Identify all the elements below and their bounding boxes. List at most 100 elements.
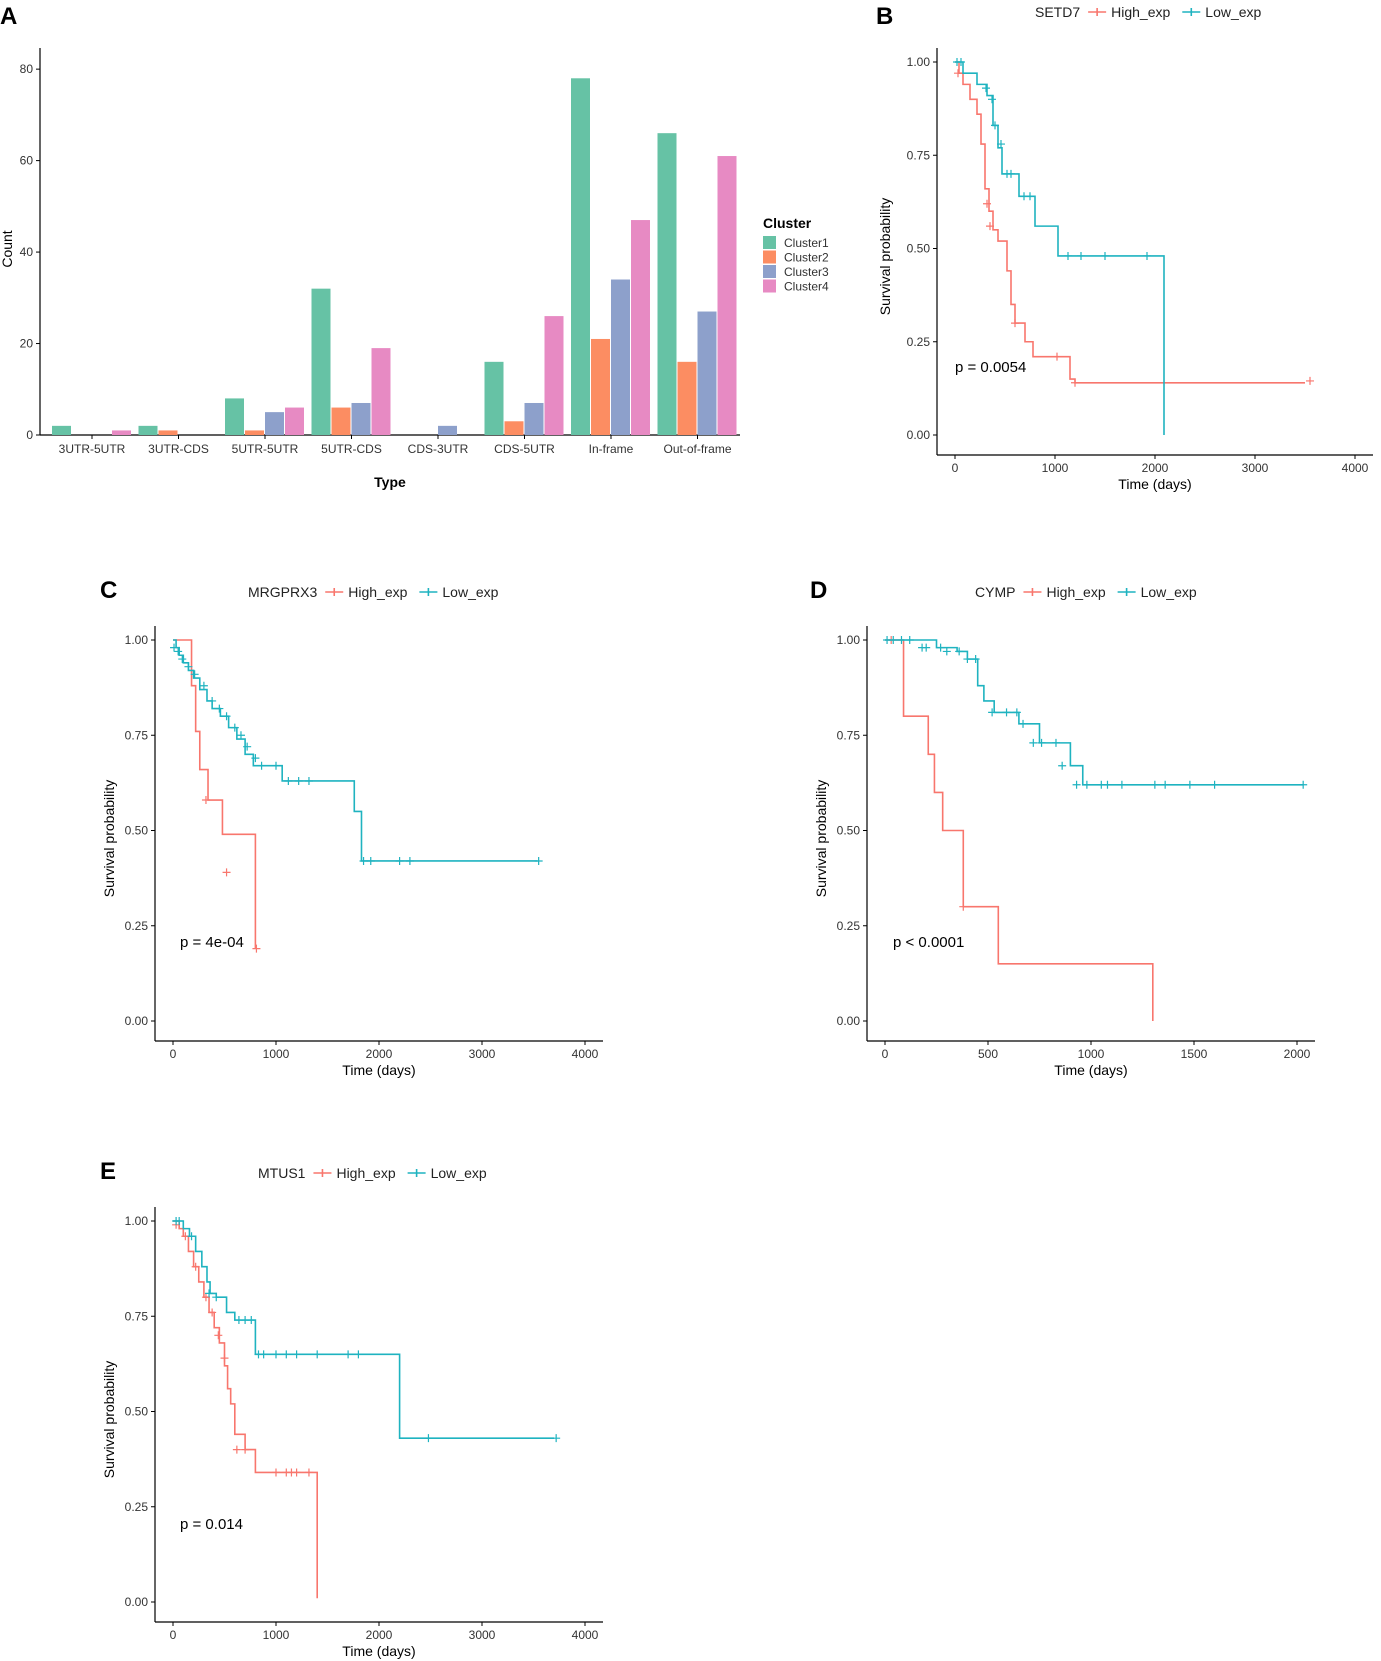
censor-mark-low_exp <box>190 670 199 679</box>
bar-cluster2 <box>158 430 178 435</box>
legend-swatch-cluster4 <box>763 279 776 293</box>
bar-cluster2 <box>504 421 524 435</box>
panel-label-b: B <box>876 3 893 30</box>
censor-mark-low_exp <box>199 681 208 690</box>
censor-mark-low_exp <box>897 636 906 644</box>
censor-mark-low_exp <box>1210 780 1219 789</box>
km-curve-high_exp <box>885 639 1154 1021</box>
censor-mark-low_exp <box>1019 719 1028 728</box>
censor-mark-low_exp <box>1299 780 1308 789</box>
censor-mark-high_exp <box>1071 378 1079 387</box>
censor-mark-high_exp <box>1011 319 1019 328</box>
y-tick-label-b: 0.00 <box>907 428 931 442</box>
x-tick-label-a: CDS-5UTR <box>494 442 555 456</box>
x-tick-label-e: 3000 <box>469 1628 496 1642</box>
y-tick-label-c: 0.75 <box>125 728 149 742</box>
bar-cluster4 <box>371 348 391 435</box>
censor-mark-low_exp <box>1161 780 1170 789</box>
censor-mark-low_exp <box>936 643 945 652</box>
censor-mark-high_exp <box>252 944 261 953</box>
censor-mark-low_exp <box>175 1217 184 1225</box>
bar-cluster4 <box>631 220 650 435</box>
legend-label-high_exp: High_exp <box>336 1165 395 1181</box>
y-axis-title-b: Survival probability <box>877 198 893 316</box>
bar-cluster1 <box>657 133 677 436</box>
km-curve-low_exp <box>955 61 1165 435</box>
censor-mark-low_exp <box>1064 251 1072 260</box>
y-tick-label-c: 0.50 <box>125 824 149 838</box>
bar-cluster2 <box>591 338 610 435</box>
x-tick-label-b: 3000 <box>1242 461 1269 475</box>
legend-label-low_exp: Low_exp <box>442 584 498 600</box>
y-tick-label-d: 0.50 <box>837 824 861 838</box>
x-tick-label-a: 3UTR-CDS <box>148 442 209 456</box>
censor-mark-low_exp <box>257 761 266 770</box>
censor-mark-low_exp <box>971 655 980 664</box>
censor-mark-high_exp <box>214 1331 223 1340</box>
bar-cluster3 <box>351 402 371 435</box>
censor-mark-low_exp <box>366 856 375 865</box>
x-tick-label-a: 3UTR-5UTR <box>59 442 126 456</box>
censor-mark-high_exp <box>304 1468 313 1477</box>
censor-mark-low_exp <box>997 140 1005 149</box>
censor-mark-high_exp <box>201 796 210 805</box>
legend-label-cluster1: Cluster1 <box>784 236 829 250</box>
censor-mark-high_exp <box>272 1468 280 1477</box>
x-tick-label-d: 1000 <box>1078 1047 1105 1061</box>
censor-mark-low_exp <box>957 58 965 66</box>
x-axis-title-e: Time (days) <box>342 1643 415 1659</box>
legend-label-low_exp: Low_exp <box>1205 4 1261 20</box>
censor-mark-low_exp <box>208 696 217 705</box>
censor-mark-low_exp <box>222 712 231 721</box>
y-axis-title-e: Survival probability <box>101 1361 117 1479</box>
p-value-b: p = 0.0054 <box>955 359 1026 376</box>
legend-label-high_exp: High_exp <box>1111 4 1170 20</box>
censor-mark-low_exp <box>259 1350 268 1359</box>
x-tick-label-c: 0 <box>170 1047 177 1061</box>
censor-mark-high_exp <box>222 868 231 877</box>
censor-mark-low_exp <box>534 856 543 865</box>
x-tick-label-c: 3000 <box>469 1047 496 1061</box>
legend-label-high_exp: High_exp <box>1046 584 1105 600</box>
legend-label-cluster2: Cluster2 <box>784 251 829 265</box>
censor-mark-low_exp <box>982 84 990 93</box>
censor-mark-low_exp <box>988 95 996 104</box>
y-axis-title-d: Survival probability <box>813 780 829 898</box>
censor-mark-low_exp <box>988 708 997 717</box>
x-tick-label-c: 2000 <box>366 1047 393 1061</box>
bar-cluster3 <box>611 279 630 435</box>
censor-mark-low_exp <box>395 856 404 865</box>
censor-mark-low_exp <box>1117 780 1126 789</box>
x-axis-title-a: Type <box>374 474 406 490</box>
y-tick-label-d: 0.00 <box>837 1014 861 1028</box>
bar-cluster1 <box>311 288 331 435</box>
x-tick-label-a: Out-of-frame <box>663 442 731 456</box>
censor-mark-low_exp <box>1037 738 1046 747</box>
panel-label-e: E <box>100 1158 116 1185</box>
y-tick-label-a: 0 <box>26 428 33 442</box>
y-tick-label-c: 0.00 <box>125 1014 149 1028</box>
censor-mark-low_exp <box>552 1434 561 1443</box>
panel-label-a: A <box>0 3 17 30</box>
censor-mark-low_exp <box>170 643 179 652</box>
legend-gene-c: MRGPRX3 <box>248 584 317 600</box>
censor-mark-low_exp <box>284 776 293 785</box>
censor-mark-low_exp <box>1143 251 1151 260</box>
legend-gene-d: CYMP <box>975 584 1015 600</box>
x-tick-label-c: 1000 <box>263 1047 290 1061</box>
bar-cluster3 <box>697 311 717 435</box>
censor-mark-low_exp <box>1007 169 1015 178</box>
bar-cluster2 <box>677 361 697 435</box>
y-tick-label-d: 0.75 <box>837 728 861 742</box>
x-tick-label-b: 1000 <box>1042 461 1069 475</box>
censor-mark-low_exp <box>905 636 914 644</box>
bar-cluster2 <box>331 407 351 435</box>
censor-mark-low_exp <box>963 655 972 664</box>
panel-e: E 0.00 0.25 0.50 0.75 1.00 0 1000 2000 3000 4000 Ti… <box>100 1158 603 1659</box>
censor-mark-low_exp <box>889 636 898 644</box>
censor-mark-low_exp <box>247 1316 256 1325</box>
censor-mark-low_exp <box>354 1350 363 1359</box>
panel-label-c: C <box>100 577 117 604</box>
censor-mark-low_exp <box>294 776 303 785</box>
